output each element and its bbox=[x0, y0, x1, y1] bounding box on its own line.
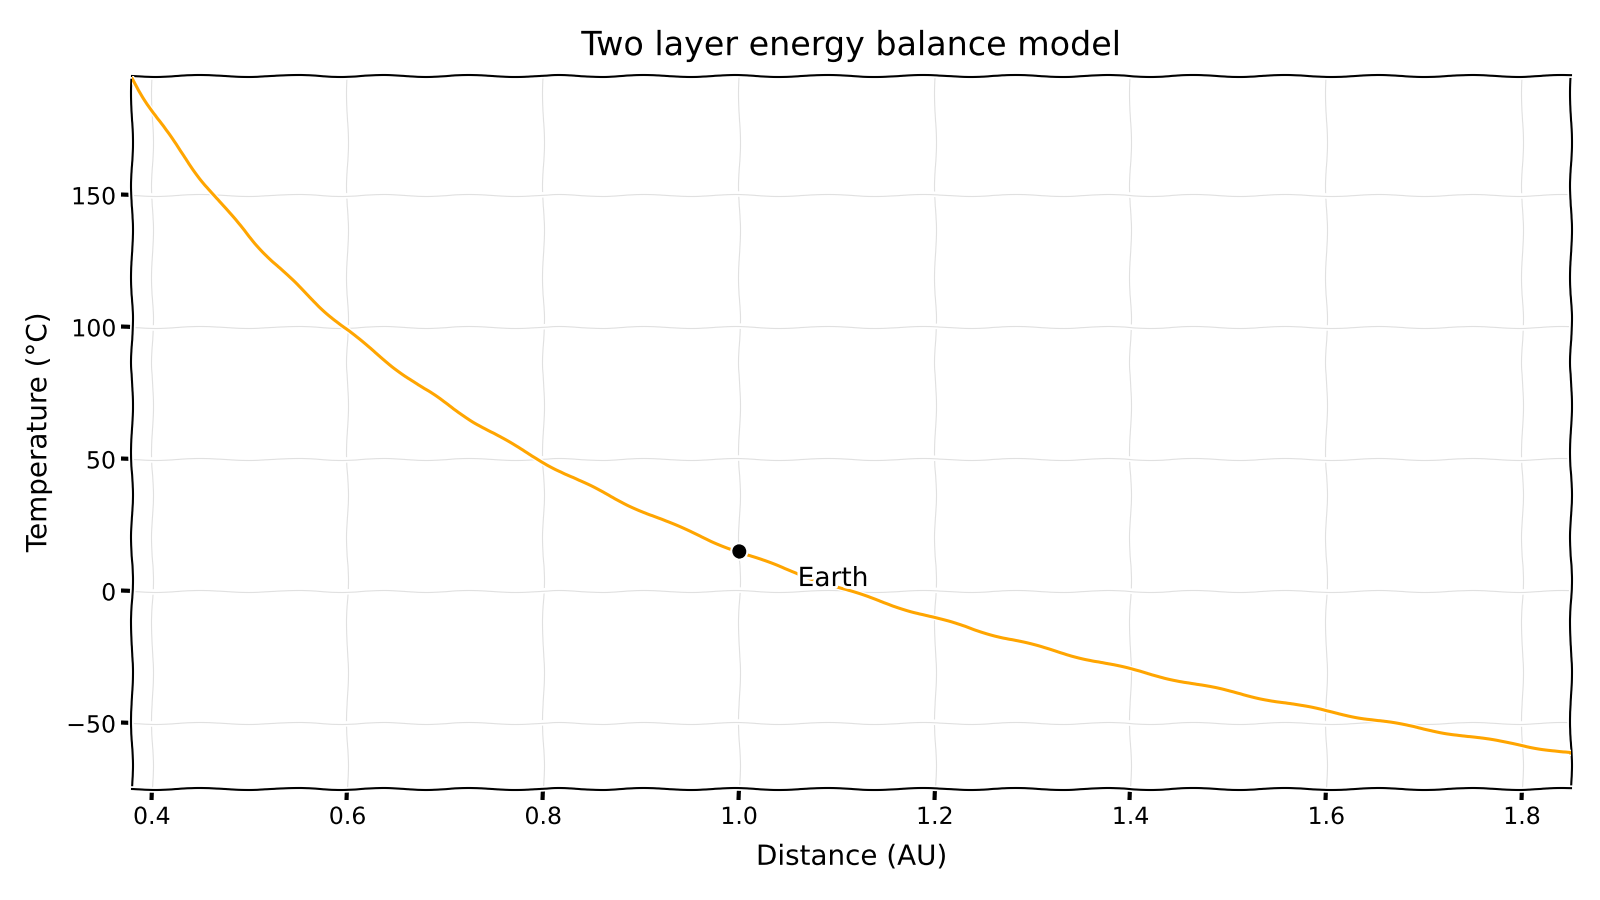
Text: Earth: Earth bbox=[798, 566, 869, 592]
Title: Two layer energy balance model: Two layer energy balance model bbox=[581, 29, 1122, 62]
X-axis label: Distance (AU): Distance (AU) bbox=[755, 842, 947, 871]
Y-axis label: Temperature (°C): Temperature (°C) bbox=[24, 313, 53, 553]
